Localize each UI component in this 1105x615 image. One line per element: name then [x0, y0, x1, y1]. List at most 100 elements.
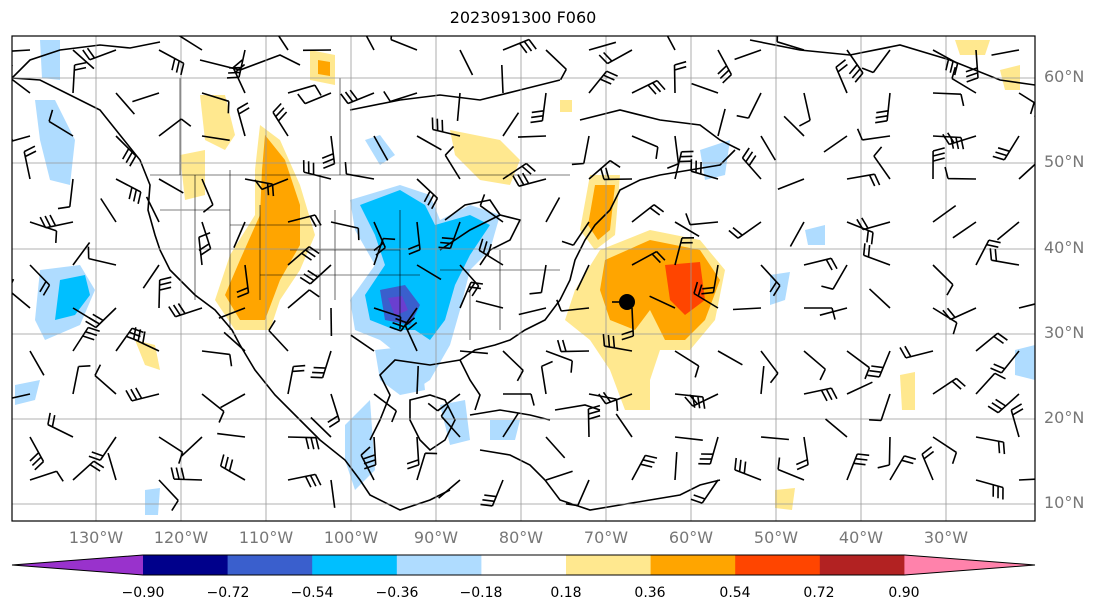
wind-barb: [690, 159, 719, 180]
colorbar-segment: [650, 555, 736, 575]
wind-barb: [365, 36, 375, 51]
lon-label-60w: 60°W: [668, 528, 714, 547]
wind-barb: [416, 135, 442, 151]
wind-barb: [741, 147, 762, 180]
wind-barb: [416, 452, 438, 481]
wind-barb: [287, 289, 320, 309]
wind-barb: [987, 393, 1020, 414]
wind-barb: [72, 365, 91, 395]
wind-barb: [220, 393, 246, 409]
wind-barb: [932, 49, 959, 76]
wind-barb: [803, 257, 838, 271]
colorbar-label: 0.36: [634, 585, 666, 601]
lon-label-80w: 80°W: [498, 528, 544, 547]
wind-barb: [951, 66, 977, 94]
wind-barb: [991, 49, 1020, 56]
wind-barb: [88, 436, 117, 461]
colorbar-label: 0.72: [803, 585, 835, 601]
wind-barb: [667, 135, 680, 170]
wind-barb: [502, 350, 524, 382]
wind-barb: [310, 416, 332, 438]
wind-barb: [588, 41, 617, 51]
lon-label-110w: 110°W: [238, 528, 294, 547]
colorbar-label: 0.18: [550, 585, 582, 601]
wind-barb: [673, 60, 687, 94]
wind-barb: [268, 319, 289, 352]
border-layer: [150, 78, 570, 340]
wind-barb: [691, 82, 719, 94]
wind-barb: [760, 436, 789, 441]
wind-barb: [932, 204, 957, 223]
wind-barb: [674, 150, 694, 180]
wind-barb: [684, 393, 719, 407]
wind-barb: [965, 49, 979, 83]
wind-barb: [302, 160, 332, 180]
wind-barb: [502, 112, 520, 137]
wind-barb: [218, 307, 246, 319]
colorbar-extend-high: [904, 555, 1035, 575]
wind-barb: [72, 61, 87, 94]
lat-label-40: 40°N: [1044, 238, 1085, 257]
wind-barb: [975, 436, 1006, 455]
wind-barb: [942, 132, 977, 146]
wind-barb: [502, 38, 537, 54]
wind-barb: [856, 217, 891, 231]
wind-barb: [975, 239, 1001, 266]
wind-barb: [72, 326, 100, 352]
wind-barb: [29, 470, 64, 482]
wind-barb: [701, 264, 719, 295]
wind-barb: [545, 436, 566, 459]
wind-barb: [932, 436, 958, 465]
wind-barb: [178, 36, 203, 51]
wind-barb: [996, 221, 1020, 241]
wind-barb: [512, 172, 547, 187]
wind-barb: [1018, 478, 1035, 481]
wind-barb: [142, 264, 160, 289]
lon-label-40w: 40°W: [838, 528, 884, 547]
wind-barb: [717, 350, 743, 366]
wind-barb: [198, 232, 211, 266]
lon-label-120w: 120°W: [153, 528, 209, 547]
lon-label-50w: 50°W: [753, 528, 799, 547]
wind-barb: [517, 135, 547, 138]
wind-barb: [932, 377, 966, 395]
wind-barb: [588, 159, 621, 180]
map-area: [12, 36, 1035, 521]
wind-barb: [201, 393, 225, 423]
wind-barb: [952, 221, 977, 239]
wind-barb: [685, 213, 719, 226]
wind-barb: [125, 387, 160, 402]
wind-barb: [932, 264, 954, 296]
wind-barb: [145, 196, 160, 223]
wind-barb: [168, 303, 203, 318]
wind-barb: [480, 479, 504, 507]
wind-barb: [819, 307, 848, 316]
wind-barb: [736, 92, 762, 119]
wind-barb: [698, 436, 719, 465]
wind-barb: [602, 334, 633, 352]
wind-barb: [233, 221, 246, 249]
wind-barb: [427, 393, 461, 412]
wind-barb: [236, 264, 250, 299]
wind-barb: [82, 47, 117, 61]
wind-barb: [760, 366, 765, 395]
wind-barb: [846, 49, 864, 83]
wind-barb: [321, 135, 336, 170]
lon-label-30w: 30°W: [923, 528, 969, 547]
wind-barb: [29, 264, 51, 296]
colorbar-label: 0.90: [888, 585, 920, 601]
colorbar-segment: [566, 555, 652, 575]
lat-label-20: 20°N: [1044, 408, 1085, 427]
wind-barb: [431, 117, 461, 137]
wind-barb: [789, 221, 805, 247]
wind-barb: [277, 36, 289, 51]
wind-barb: [360, 446, 375, 481]
lat-label-30: 30°N: [1044, 323, 1085, 342]
wind-barb: [1018, 303, 1035, 309]
wind-barb: [615, 413, 633, 438]
wind-barb: [254, 178, 289, 191]
wind-barb: [287, 436, 320, 450]
wind-barb: [416, 178, 439, 210]
wind-barb: [846, 173, 881, 187]
